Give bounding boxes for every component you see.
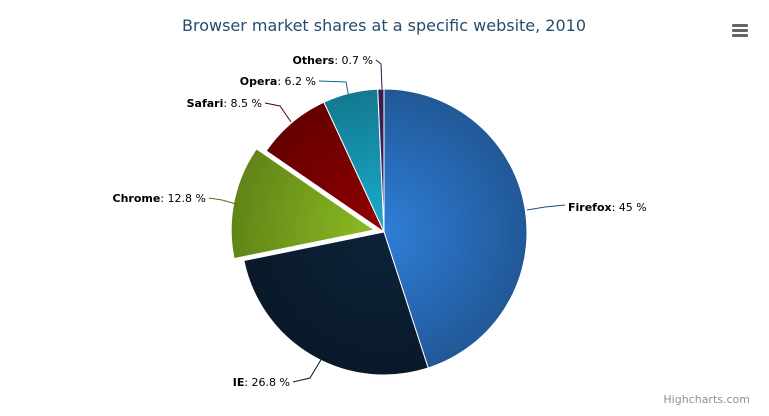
credits-link[interactable]: Highcharts.com bbox=[663, 393, 750, 406]
data-label-safari: Safari: 8.5 % bbox=[187, 97, 262, 110]
hamburger-menu-icon[interactable] bbox=[726, 16, 754, 44]
data-label-value: : 26.8 % bbox=[244, 376, 290, 389]
connector-safari bbox=[264, 102, 292, 123]
data-label-value: : 45 % bbox=[612, 201, 647, 214]
data-label-name: Safari bbox=[187, 97, 224, 110]
data-label-name: Others bbox=[292, 54, 334, 67]
data-label-value: : 6.2 % bbox=[277, 75, 316, 88]
data-label-value: : 12.8 % bbox=[160, 192, 206, 205]
data-label-name: Firefox bbox=[568, 201, 612, 214]
connector-firefox bbox=[526, 204, 566, 211]
pie-slice-firefox[interactable] bbox=[383, 88, 528, 369]
pie-slice-others[interactable] bbox=[377, 88, 385, 233]
data-label-opera: Opera: 6.2 % bbox=[240, 75, 316, 88]
data-label-name: IE bbox=[233, 376, 245, 389]
data-label-ie: IE: 26.8 % bbox=[233, 376, 290, 389]
data-label-value: : 8.5 % bbox=[223, 97, 262, 110]
connector-chrome bbox=[208, 197, 237, 205]
connector-others bbox=[375, 59, 383, 90]
pie-slice-chrome[interactable] bbox=[230, 148, 376, 260]
data-label-others: Others: 0.7 % bbox=[292, 54, 373, 67]
data-label-chrome: Chrome: 12.8 % bbox=[113, 192, 206, 205]
pie-slice-ie[interactable] bbox=[243, 231, 429, 376]
data-label-value: : 0.7 % bbox=[334, 54, 373, 67]
data-label-name: Opera bbox=[240, 75, 278, 88]
connector-ie bbox=[292, 357, 323, 383]
connector-opera bbox=[318, 80, 350, 99]
data-label-firefox: Firefox: 45 % bbox=[568, 201, 647, 214]
chart-title: Browser market shares at a specific webs… bbox=[182, 16, 586, 35]
data-label-name: Chrome bbox=[113, 192, 161, 205]
